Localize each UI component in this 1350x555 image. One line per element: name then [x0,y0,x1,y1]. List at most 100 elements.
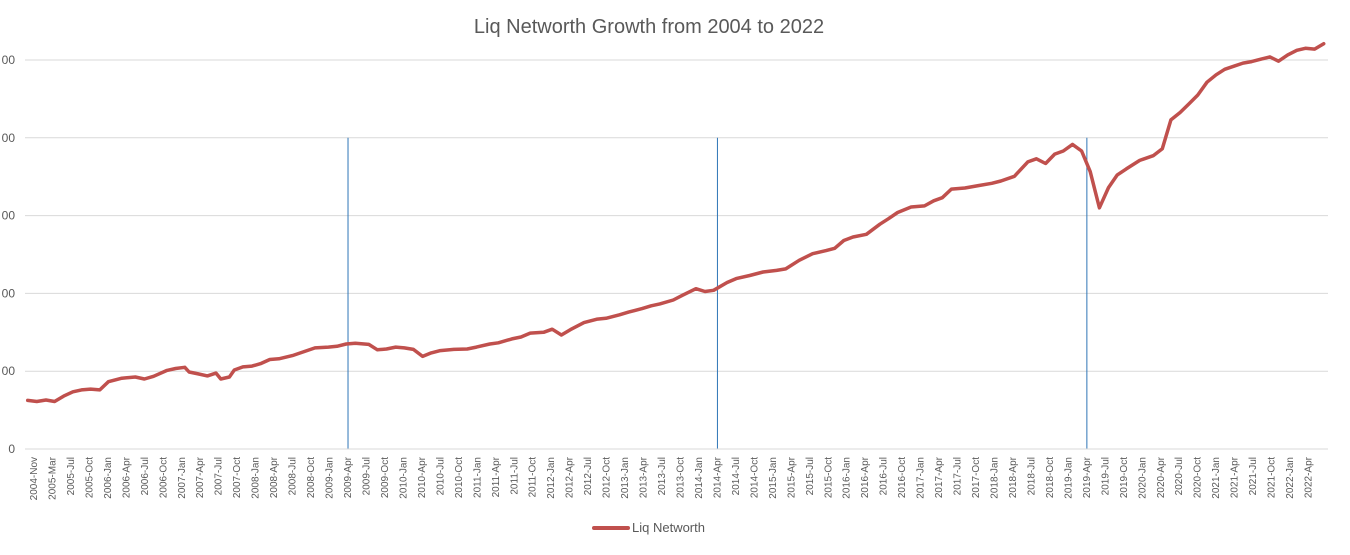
x-tick-label: 2021-Jan [1211,457,1222,499]
data-point [89,388,92,390]
data-point [99,389,101,391]
data-point [833,247,836,250]
x-tick-label: 2015-Jul [805,457,816,495]
x-tick-label: 2008-Jan [251,457,262,499]
data-point [394,346,397,348]
data-point [641,307,643,310]
data-point [300,351,303,354]
x-tick-label: 2020-Oct [1193,457,1204,498]
data-point [1206,81,1208,83]
data-point [1116,174,1118,176]
data-point [923,205,926,207]
x-tick-label: 2017-Apr [934,456,945,498]
chart-title: Liq Networth Growth from 2004 to 2022 [474,16,824,38]
data-point [991,182,993,185]
vertical-markers [347,137,1088,449]
data-point [569,328,572,331]
x-tick-label: 2020-Jan [1137,457,1148,499]
x-tick-label: 2014-Jan [694,457,705,499]
data-point [1089,170,1091,173]
y-tick-label: 0 [8,442,15,456]
x-tick-label: 2022-Apr [1304,456,1315,498]
data-point [62,395,65,397]
x-tick-label: 2015-Jan [768,457,779,499]
data-point [852,236,854,238]
data-point [215,372,217,374]
x-tick-label: 2012-Apr [565,456,576,498]
data-point [475,346,478,348]
data-point [551,328,553,331]
data-point [1080,150,1083,152]
data-point [166,369,168,372]
x-tick-label: 2014-Oct [749,457,760,498]
data-point [618,314,621,316]
data-point [659,303,661,305]
data-point [242,366,244,368]
x-tick-label: 2019-Jan [1063,457,1074,499]
data-point [511,338,513,340]
data-point [520,336,522,338]
data-point [762,271,764,273]
data-point [1197,94,1199,96]
x-tick-label: 2017-Jan [916,457,927,499]
data-point [152,375,155,378]
data-point [1027,161,1029,163]
data-point [681,294,684,297]
data-point [977,184,980,187]
data-point [605,317,607,320]
x-tick-label: 2009-Apr [343,456,354,498]
data-point [775,269,778,272]
x-tick-label: 2013-Oct [676,457,687,498]
x-tick-label: 2011-Jan [472,457,483,498]
x-tick-label: 2005-Oct [84,457,95,498]
data-point [748,274,751,277]
y-tick-label: 00 [2,209,16,223]
data-point [1044,162,1047,165]
legend: Liq Networth [592,520,705,535]
x-tick-label: 2004-Nov [29,457,40,500]
series-line [25,41,1326,404]
x-tick-label: 2018-Oct [1045,457,1056,498]
data-point [811,252,814,255]
data-point [672,299,675,301]
x-tick-label: 2008-Apr [269,456,280,498]
x-tick-label: 2005-Jul [66,457,77,495]
x-tick-label: 2018-Jul [1026,457,1037,495]
x-axis-ticks: 2004-Nov 2005-Mar 2005-Jul 2005-Oct 2006-Jan… [29,456,1315,500]
x-tick-label: 2013-Jan [620,457,631,499]
data-point [583,321,585,324]
data-point [421,355,424,358]
data-point [1035,158,1038,160]
data-point [1322,42,1325,45]
data-point [403,347,406,349]
data-point [1125,168,1128,170]
data-point [695,287,697,290]
data-point [188,371,190,373]
x-tick-label: 2021-Jul [1248,457,1259,495]
data-point [735,277,737,280]
x-tick-label: 2020-Jul [1174,457,1185,495]
x-tick-label: 2014-Apr [712,456,723,498]
x-tick-label: 2021-Apr [1230,456,1241,498]
x-tick-label: 2007-Oct [232,457,243,498]
x-tick-label: 2014-Jul [731,457,742,495]
data-point [220,378,222,380]
data-point [314,347,316,349]
x-tick-label: 2013-Apr [639,456,650,498]
data-point [466,348,469,350]
x-tick-label: 2008-Jul [288,457,299,495]
data-point [596,318,599,320]
x-tick-label: 2011-Oct [528,457,539,498]
data-point [174,367,177,370]
x-tick-label: 2010-Jan [398,457,409,499]
data-point [910,206,912,208]
data-point [1233,65,1235,67]
x-tick-label: 2013-Jul [657,457,668,495]
data-point [784,268,787,270]
data-point [964,187,966,189]
y-tick-label: 00 [2,364,16,378]
data-point [1286,54,1289,56]
y-tick-label: 00 [2,131,16,145]
data-point [206,375,209,377]
